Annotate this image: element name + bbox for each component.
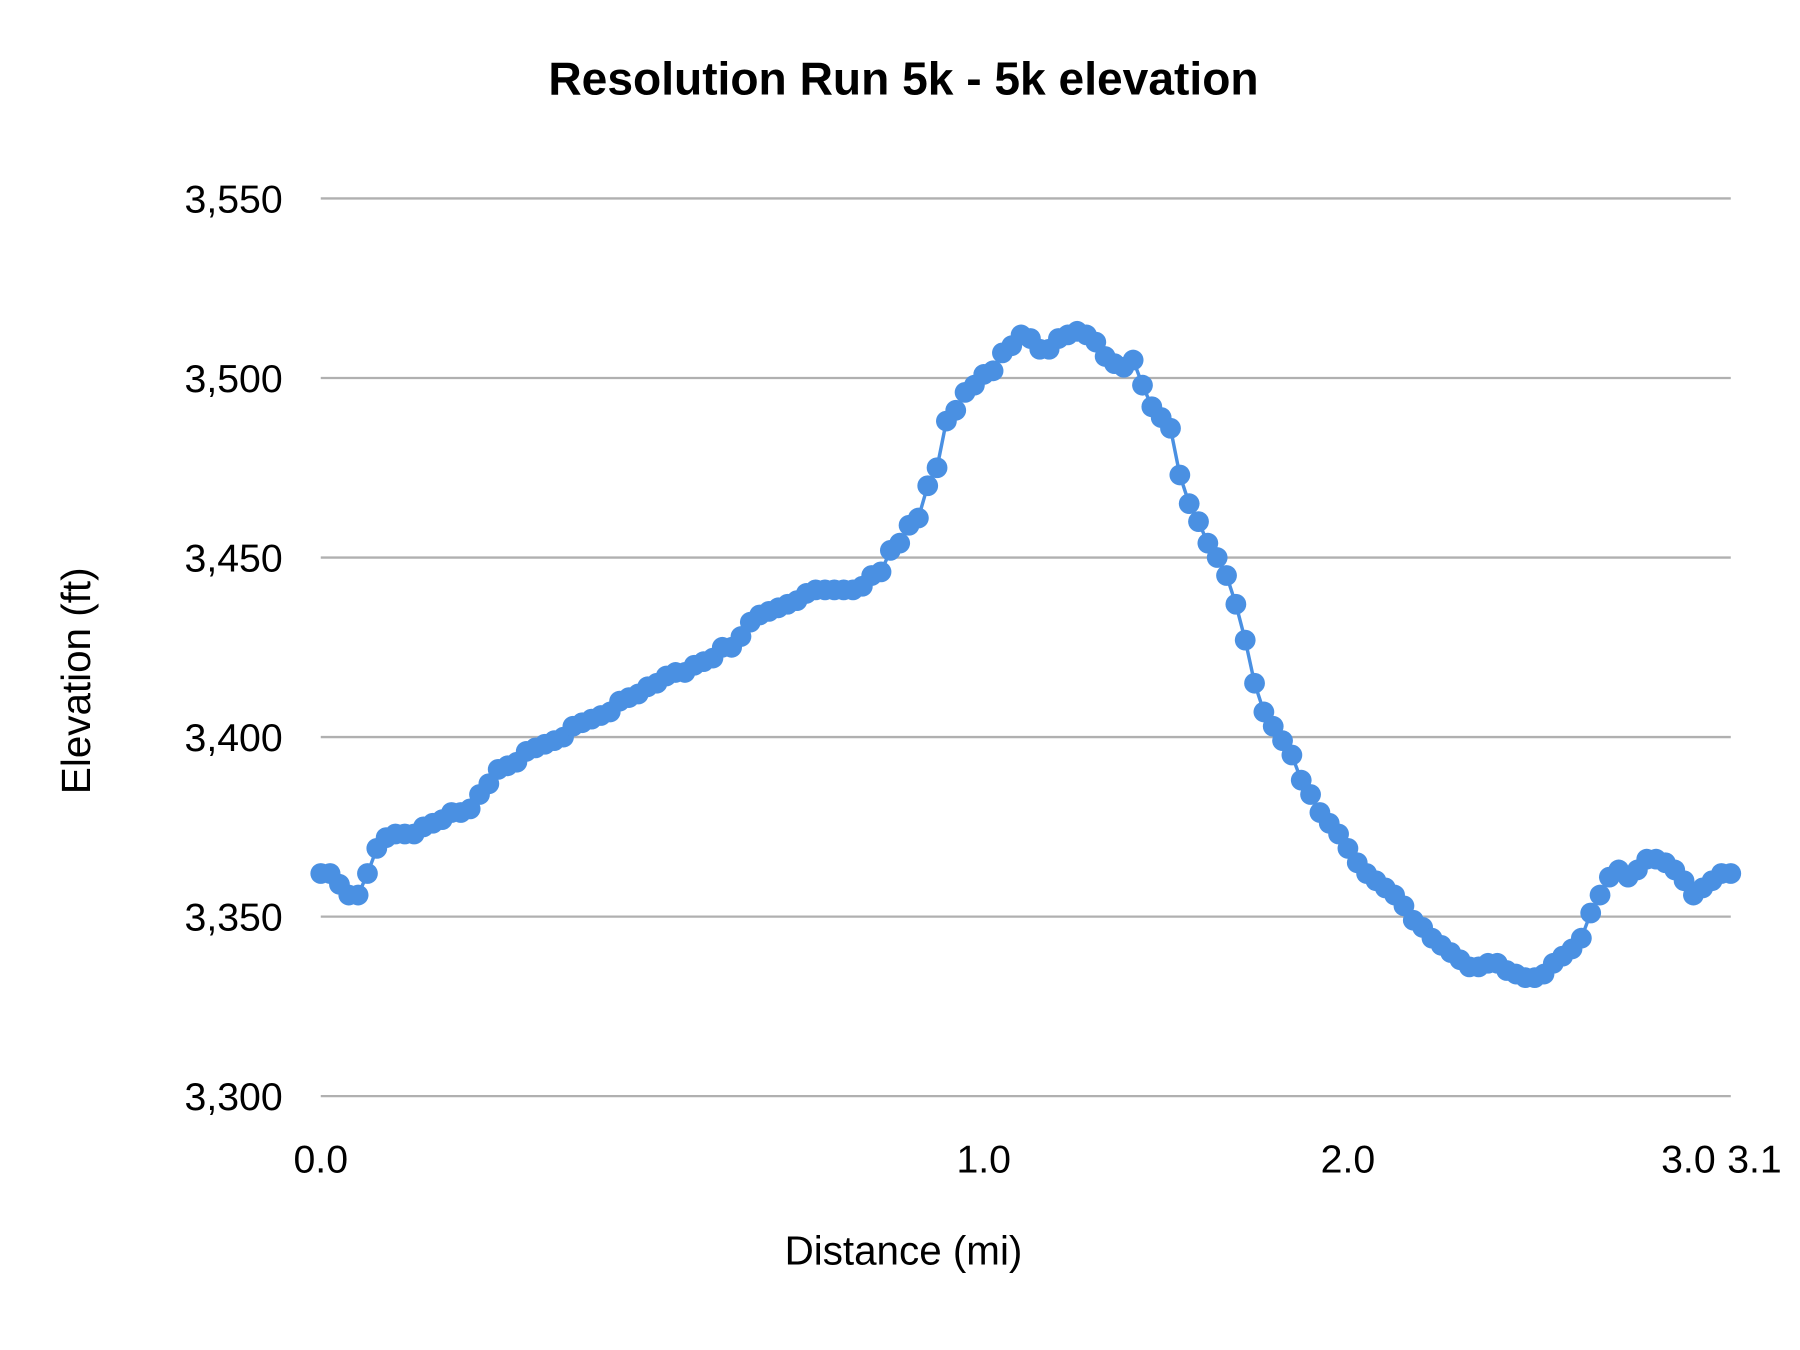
data-point xyxy=(1580,902,1602,924)
chart-title: Resolution Run 5k - 5k elevation xyxy=(548,53,1258,105)
data-point xyxy=(1281,744,1303,766)
x-axis-ticks: 0.0 1.0 2.0 3.0 3.1 xyxy=(294,1137,1782,1181)
data-point xyxy=(1206,547,1228,568)
data-point xyxy=(1122,349,1144,371)
data-point xyxy=(1300,784,1321,805)
data-point xyxy=(1225,593,1247,615)
x-tick-label: 3.0 xyxy=(1661,1137,1716,1181)
x-tick-label: 3.1 xyxy=(1727,1137,1782,1181)
y-tick-label: 3,450 xyxy=(185,536,283,580)
y-axis-ticks: 3,300 3,350 3,400 3,450 3,500 3,550 xyxy=(185,177,283,1119)
data-point xyxy=(945,399,967,421)
x-tick-label: 1.0 xyxy=(956,1137,1011,1181)
data-point xyxy=(1234,629,1256,651)
x-tick-label: 2.0 xyxy=(1321,1137,1376,1181)
y-tick-label: 3,500 xyxy=(185,357,283,401)
data-point xyxy=(1244,672,1265,694)
data-point xyxy=(1188,511,1209,533)
data-point xyxy=(1160,417,1181,439)
data-point xyxy=(347,884,369,906)
series-line xyxy=(320,329,1731,980)
data-point xyxy=(982,360,1004,382)
y-tick-label: 3,300 xyxy=(185,1075,283,1119)
data-point xyxy=(917,475,939,497)
data-point xyxy=(1216,565,1237,586)
y-tick-label: 3,400 xyxy=(185,716,283,760)
x-axis-title: Distance (mi) xyxy=(785,1228,1023,1274)
x-tick-label: 0.0 xyxy=(294,1137,349,1181)
y-tick-label: 3,350 xyxy=(185,895,283,939)
y-tick-label: 3,550 xyxy=(185,177,283,221)
data-point xyxy=(357,863,378,884)
data-point xyxy=(926,457,948,479)
data-point xyxy=(1589,884,1611,906)
data-point xyxy=(1178,493,1200,515)
data-point xyxy=(1570,927,1592,949)
y-axis-title: Elevation (ft) xyxy=(53,567,99,794)
data-point xyxy=(889,532,911,554)
data-point xyxy=(1720,863,1742,884)
data-point xyxy=(870,561,892,583)
elevation-series xyxy=(310,320,1742,989)
data-point xyxy=(1132,374,1153,396)
data-point xyxy=(908,507,929,529)
data-point xyxy=(1169,464,1191,486)
